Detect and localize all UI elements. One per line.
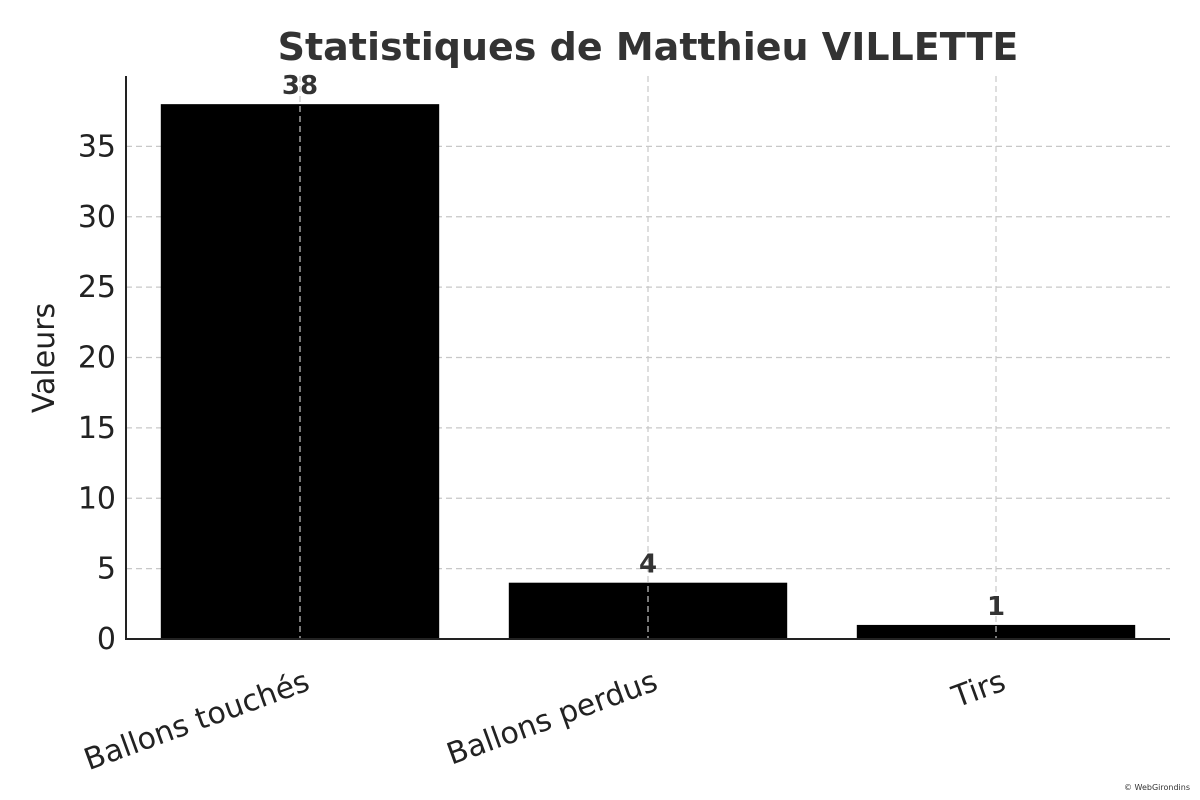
y-tick-label: 30: [78, 200, 116, 235]
chart-title: Statistiques de Matthieu VILLETTE: [278, 25, 1019, 69]
y-tick-label: 35: [78, 129, 116, 164]
data-label: 1: [987, 592, 1005, 622]
vertical-grid-lines: [299, 76, 997, 639]
y-tick-label: 20: [78, 341, 116, 376]
y-tick-label: 10: [78, 481, 116, 516]
y-axis-label: Valeurs: [27, 303, 62, 413]
y-tick-label: 5: [97, 552, 116, 587]
credit-text: © WebGirondins: [1123, 783, 1190, 792]
data-label: 38: [282, 71, 318, 101]
y-tick-label: 0: [97, 622, 116, 657]
data-label: 4: [639, 550, 657, 580]
x-tick-label: Ballons touchés: [80, 664, 315, 778]
y-tick-label: 25: [78, 270, 116, 305]
x-tick-label: Tirs: [947, 664, 1010, 716]
x-tick-label: Ballons perdus: [442, 664, 662, 773]
axes: [125, 76, 1170, 640]
data-labels: 38 4 1: [282, 71, 1005, 622]
y-tick-label: 15: [78, 411, 116, 446]
